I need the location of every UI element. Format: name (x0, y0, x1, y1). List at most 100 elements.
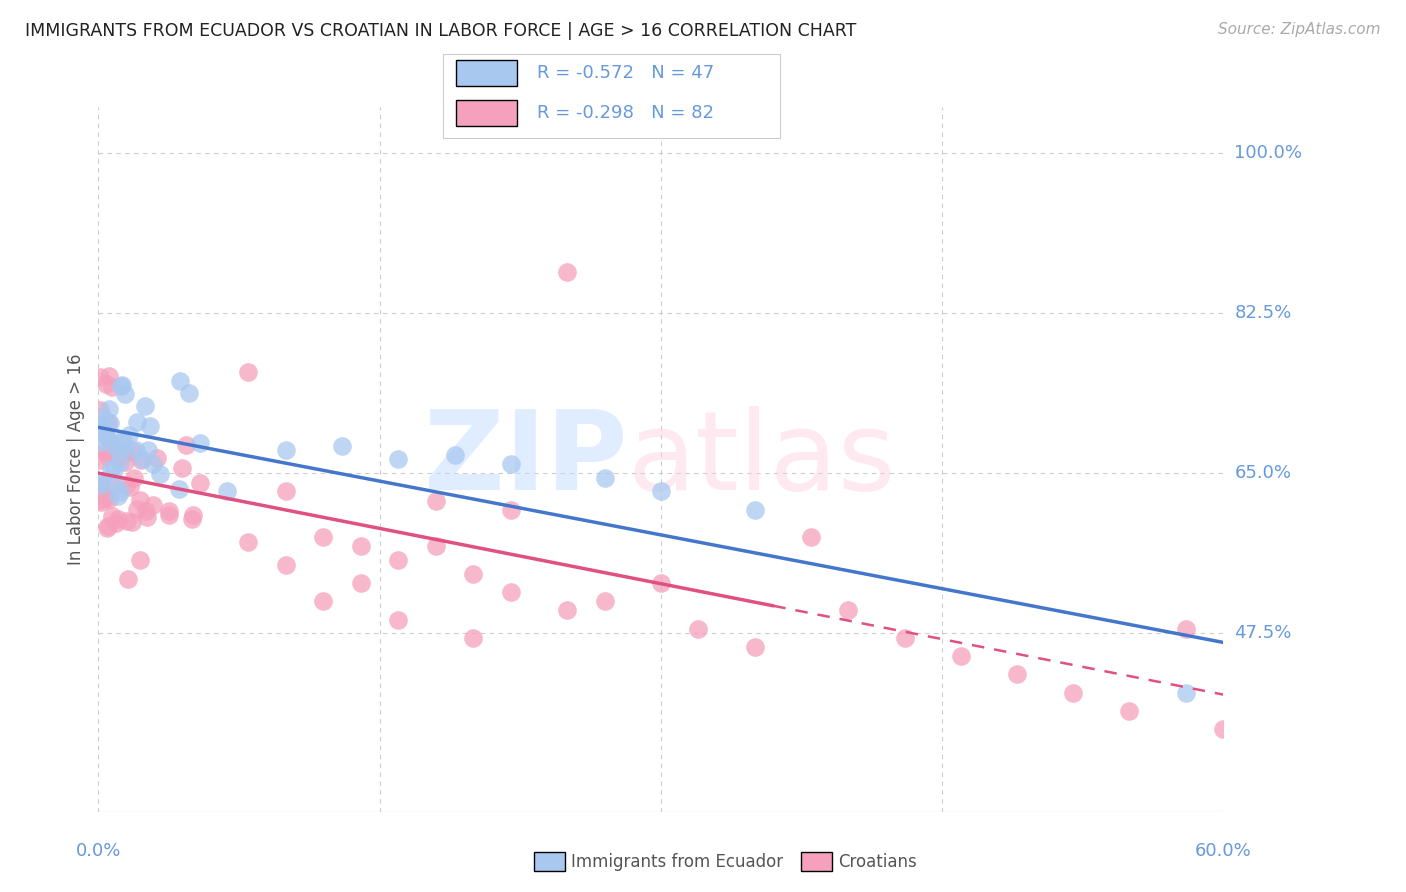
Point (238, 534, 260, 549)
Point (107, 489, 129, 503)
Point (688, 622, 710, 636)
Point (593, 471, 616, 485)
Point (145, 451, 167, 466)
Point (837, 603, 859, 617)
Point (274, 484, 297, 499)
Point (114, 455, 136, 469)
Text: 82.5%: 82.5% (1234, 304, 1292, 322)
Point (425, 493, 447, 508)
Text: Croatians: Croatians (838, 853, 917, 871)
Point (149, 467, 172, 481)
Point (96, 444, 118, 458)
Point (108, 484, 131, 499)
Point (217, 484, 239, 499)
Point (114, 387, 136, 401)
Point (172, 461, 194, 475)
Point (89, 482, 111, 496)
Point (117, 514, 139, 528)
Point (125, 442, 148, 457)
Point (555, 265, 578, 279)
Point (111, 377, 134, 392)
Point (387, 613, 409, 627)
Point (112, 433, 135, 447)
Point (89, 487, 111, 501)
Point (98, 402, 121, 417)
Text: IMMIGRANTS FROM ECUADOR VS CROATIAN IN LABOR FORCE | AGE > 16 CORRELATION CHART: IMMIGRANTS FROM ECUADOR VS CROATIAN IN L… (25, 22, 856, 40)
Point (177, 385, 200, 400)
Point (114, 439, 136, 453)
Point (129, 452, 152, 467)
Point (555, 603, 578, 617)
Point (443, 448, 465, 462)
Point (98, 491, 121, 506)
Text: atlas: atlas (627, 406, 896, 513)
Point (135, 504, 157, 518)
Point (157, 508, 180, 523)
Point (121, 515, 143, 529)
Point (89, 369, 111, 384)
Point (169, 482, 191, 496)
Point (100, 437, 122, 451)
Point (142, 498, 165, 512)
Point (1005, 667, 1028, 681)
Point (387, 452, 409, 467)
Point (89, 418, 111, 433)
Point (114, 446, 136, 460)
Point (650, 576, 672, 591)
Point (117, 572, 139, 586)
Point (181, 512, 204, 526)
Point (387, 553, 409, 567)
Point (89, 483, 111, 497)
Point (90, 474, 112, 488)
Point (118, 427, 141, 442)
Point (138, 418, 160, 433)
Point (744, 502, 766, 516)
Point (1174, 622, 1197, 636)
Point (91, 411, 114, 425)
Point (125, 502, 148, 516)
Point (124, 471, 146, 485)
Point (893, 631, 915, 645)
Point (274, 558, 297, 572)
Text: Immigrants from Ecuador: Immigrants from Ecuador (571, 853, 783, 871)
FancyBboxPatch shape (457, 61, 517, 86)
Text: 47.5%: 47.5% (1234, 624, 1292, 642)
Point (1118, 704, 1140, 718)
Point (350, 539, 373, 553)
Point (169, 374, 191, 388)
Point (134, 399, 156, 413)
Point (97, 415, 120, 429)
Text: R = -0.572   N = 47: R = -0.572 N = 47 (537, 64, 714, 82)
Point (312, 594, 335, 608)
Point (105, 450, 128, 465)
Point (188, 436, 211, 450)
Point (800, 530, 823, 544)
Point (593, 594, 616, 608)
Point (312, 530, 335, 544)
Point (89, 487, 111, 501)
Point (463, 566, 485, 581)
Point (129, 493, 152, 508)
Point (89, 492, 111, 507)
Point (650, 484, 672, 499)
Point (274, 443, 297, 458)
Text: 0.0%: 0.0% (76, 842, 121, 860)
Text: ZIP: ZIP (423, 406, 627, 513)
Point (94, 489, 117, 503)
Point (90, 435, 112, 450)
Point (96, 491, 118, 505)
Point (104, 516, 127, 531)
Point (96, 430, 118, 444)
Point (100, 462, 122, 476)
Point (463, 631, 485, 645)
Point (103, 439, 125, 453)
Point (238, 366, 260, 380)
Point (330, 439, 353, 453)
Point (949, 649, 972, 664)
Point (111, 434, 134, 449)
Point (110, 379, 132, 393)
Point (89, 453, 111, 467)
Point (425, 539, 447, 553)
Point (100, 379, 122, 393)
Point (142, 457, 165, 471)
